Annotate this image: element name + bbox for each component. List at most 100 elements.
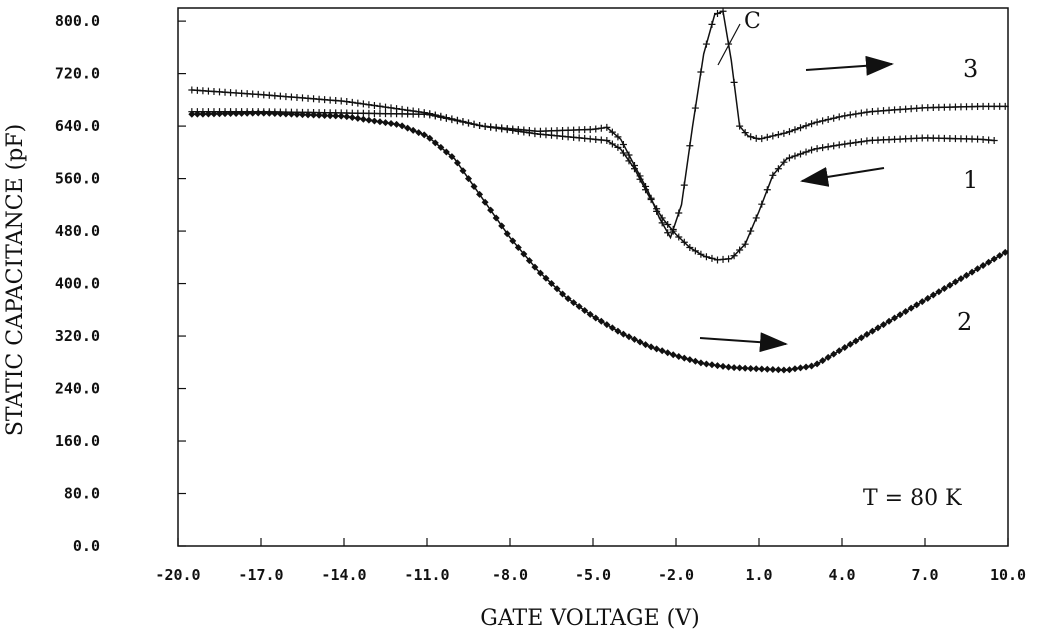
data-point	[581, 306, 589, 314]
curve-label-3: 3	[963, 55, 978, 83]
peak-leader-line	[717, 23, 741, 66]
data-point	[841, 140, 849, 148]
data-point	[332, 112, 340, 120]
y-tick-label: 640.0	[55, 117, 100, 135]
data-point	[437, 143, 445, 151]
data-point	[321, 111, 329, 119]
data-point	[287, 110, 295, 118]
data-point	[293, 110, 301, 118]
data-point	[924, 294, 932, 302]
data-point	[808, 362, 816, 370]
data-point	[658, 347, 666, 355]
data-point	[686, 243, 694, 251]
series-line-1	[191, 110, 995, 261]
data-point	[714, 362, 721, 370]
data-point	[874, 324, 882, 332]
x-tick-label: -5.0	[575, 566, 611, 584]
data-point	[415, 129, 423, 137]
data-point	[813, 118, 821, 126]
data-point	[409, 126, 417, 134]
data-point	[348, 114, 356, 122]
data-point	[819, 357, 827, 365]
series-1	[188, 108, 998, 264]
data-point	[664, 229, 672, 237]
data-point	[431, 139, 439, 147]
data-point	[420, 109, 428, 117]
data-point	[553, 285, 561, 293]
data-point	[442, 114, 450, 122]
data-point	[669, 225, 677, 233]
data-point	[697, 68, 705, 76]
data-point	[957, 275, 965, 283]
data-point	[415, 108, 423, 116]
data-point	[824, 116, 832, 124]
data-point	[265, 109, 273, 117]
data-point	[868, 327, 876, 335]
data-point	[354, 99, 362, 107]
data-point	[791, 152, 799, 160]
data-point	[774, 165, 782, 173]
data-point	[730, 364, 738, 372]
data-point	[974, 265, 982, 273]
x-tick-label: -2.0	[658, 566, 694, 584]
data-point	[791, 365, 799, 373]
data-point	[354, 114, 362, 122]
data-point	[459, 118, 467, 126]
data-point	[387, 104, 395, 112]
data-point	[891, 314, 899, 322]
data-point	[481, 198, 489, 206]
x-tick-label: -8.0	[492, 566, 528, 584]
data-point	[592, 314, 600, 322]
x-tick-label: -17.0	[238, 566, 283, 584]
data-point	[830, 142, 838, 150]
data-point	[487, 206, 495, 214]
data-point	[808, 120, 816, 128]
data-point	[852, 139, 860, 146]
data-point	[841, 344, 849, 352]
data-point	[780, 129, 788, 137]
data-point	[979, 262, 987, 270]
series-3	[188, 7, 1009, 240]
data-point	[221, 110, 229, 118]
data-point	[586, 310, 594, 318]
data-point	[343, 98, 351, 106]
data-point	[824, 143, 832, 151]
data-point	[664, 221, 672, 229]
data-point	[227, 110, 235, 118]
x-tick-label: -11.0	[404, 566, 449, 584]
data-point	[603, 137, 611, 145]
data-point	[752, 214, 760, 222]
data-point	[625, 151, 633, 159]
y-tick-label: 400.0	[55, 275, 100, 293]
y-tick-label: 560.0	[55, 170, 100, 188]
data-point	[304, 111, 312, 119]
data-point	[442, 148, 450, 156]
data-point	[204, 110, 212, 118]
data-point	[719, 7, 727, 15]
data-point	[846, 139, 854, 147]
data-point	[769, 132, 777, 140]
data-point	[619, 330, 627, 338]
data-point	[249, 109, 257, 117]
data-point	[747, 133, 755, 141]
x-axis-title: GATE VOLTAGE (V)	[480, 606, 699, 631]
curve-label-2: 2	[957, 308, 972, 336]
data-point	[608, 140, 616, 148]
data-point	[348, 98, 356, 106]
data-point	[531, 263, 539, 271]
data-point	[232, 109, 240, 117]
series-layer	[188, 7, 1009, 374]
data-point	[299, 111, 306, 119]
data-point	[863, 330, 871, 338]
data-point	[382, 103, 389, 111]
temperature-annotation: T = 80 K	[863, 486, 962, 511]
data-point	[774, 366, 782, 374]
data-point	[642, 182, 650, 190]
data-point	[752, 365, 760, 373]
data-point	[382, 119, 389, 127]
data-point	[653, 207, 661, 215]
x-tick-label: -14.0	[321, 566, 366, 584]
data-point	[675, 233, 683, 241]
data-point	[736, 122, 744, 130]
